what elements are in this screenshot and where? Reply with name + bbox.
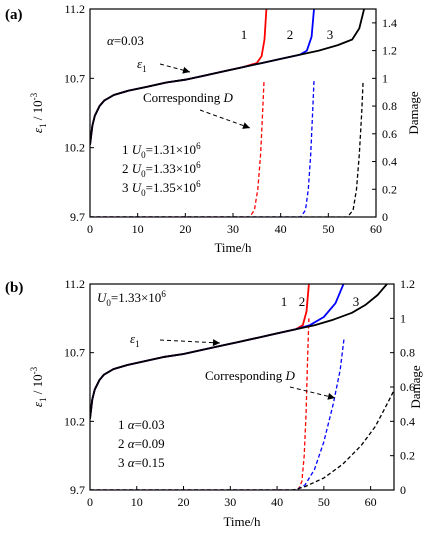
damage-pointer-arrow-head — [242, 122, 250, 129]
x-tick-label: 10 — [131, 495, 143, 509]
x-tick-label: 0 — [87, 222, 93, 236]
y-right-tick-label: 0.2 — [382, 182, 397, 196]
y-left-tick-label: 10.7 — [64, 346, 85, 360]
damage-pointer-arrow-head — [327, 392, 335, 400]
y-right-tick-label: 1.2 — [400, 277, 415, 291]
y-left-axis-label: ε1​ / 10-3​ — [29, 92, 48, 133]
damage-curve-3 — [90, 81, 364, 217]
x-tick-label: 0 — [87, 495, 93, 509]
x-tick-label: 20 — [179, 222, 191, 236]
y-left-axis-label: ε1​ / 10-3​ — [29, 366, 48, 407]
parameter-annotation: U0​=1.33×106​ — [97, 289, 166, 308]
damage-curve-1 — [90, 81, 265, 217]
y-left-tick-label: 10.2 — [64, 414, 85, 428]
x-tick-label: 50 — [322, 222, 334, 236]
y-left-tick-label: 10.7 — [64, 71, 85, 85]
legend-entry: 2 U0​=1.33×106​ — [122, 160, 201, 179]
strain-curve-3 — [90, 9, 365, 146]
x-tick-label: 60 — [370, 222, 382, 236]
y-right-tick-label: 1.2 — [382, 44, 397, 58]
parameter-annotation: α=0.03 — [107, 33, 144, 48]
panel-label: (b) — [5, 280, 23, 296]
damage-pointer-arrow — [289, 386, 336, 399]
y-right-tick-label: 0 — [382, 210, 388, 224]
damage-annotation: Corresponding D — [205, 368, 296, 383]
x-tick-label: 40 — [275, 222, 287, 236]
x-tick-label: 20 — [178, 495, 190, 509]
strain-pointer-arrow-head — [182, 66, 190, 74]
curve-number-label: 2 — [299, 294, 306, 309]
chart-panel-b: 0 10 20 30 40 50 609.710.210.711.200.20.40.60.… — [5, 277, 423, 529]
chart-panel-a: 0 10 20 30 40 50 609.710.210.711.200.20.40.60.… — [5, 2, 421, 255]
curve-number-label: 3 — [327, 27, 334, 42]
strain-pointer-arrow — [159, 339, 221, 344]
y-right-axis-label: Damage — [406, 91, 421, 135]
legend-entry: 3 U0​=1.35×106​ — [122, 179, 201, 198]
damage-pointer-arrow — [199, 109, 251, 129]
y-right-tick-label: 0.8 — [382, 99, 397, 113]
y-right-tick-label: 1.4 — [382, 16, 397, 30]
y-right-tick-label: 1 — [400, 311, 406, 325]
legend-entry: 1 α=0.03 — [118, 417, 165, 432]
x-axis-label: Time/h — [223, 514, 261, 529]
y-right-tick-label: 0.6 — [400, 380, 415, 394]
y-right-tick-label: 0.4 — [400, 414, 415, 428]
curve-number-label: 1 — [241, 27, 248, 42]
y-right-axis-label: Damage — [408, 365, 423, 409]
damage-curve-1 — [90, 318, 310, 490]
legend-entry: 2 α=0.09 — [118, 436, 165, 451]
x-tick-label: 40 — [271, 495, 283, 509]
x-tick-label: 60 — [365, 495, 377, 509]
legend-entry: 1 U0​=1.31×106​ — [122, 141, 201, 160]
y-right-tick-label: 0.4 — [382, 155, 397, 169]
x-tick-label: 10 — [132, 222, 144, 236]
x-axis-label: Time/h — [214, 240, 252, 255]
y-right-tick-label: 0.6 — [382, 127, 397, 141]
curve-number-label: 1 — [281, 294, 288, 309]
panel-label: (a) — [5, 7, 23, 23]
x-tick-label: 30 — [224, 495, 236, 509]
curve-number-label: 3 — [353, 294, 360, 309]
strain-curve-3 — [90, 284, 388, 419]
x-tick-label: 30 — [227, 222, 239, 236]
y-left-tick-label: 11.2 — [64, 277, 85, 291]
y-right-tick-label: 0.8 — [400, 346, 415, 360]
x-tick-label: 50 — [318, 495, 330, 509]
damage-curve-2 — [90, 338, 345, 490]
damage-curve-3 — [90, 390, 394, 490]
y-left-tick-label: 11.2 — [64, 2, 85, 16]
strain-pointer-arrow-head — [212, 339, 220, 347]
y-right-tick-label: 0.2 — [400, 449, 415, 463]
curve-number-label: 2 — [287, 27, 294, 42]
strain-annotation: ε1​ — [137, 56, 147, 74]
series-group — [90, 9, 365, 217]
y-left-tick-label: 9.7 — [70, 483, 85, 497]
series-group — [90, 284, 394, 490]
strain-annotation: ε1​ — [130, 331, 140, 349]
y-left-tick-label: 9.7 — [70, 210, 85, 224]
y-left-tick-label: 10.2 — [64, 141, 85, 155]
y-right-tick-label: 1 — [382, 71, 388, 85]
legend-entry: 3 α=0.15 — [118, 455, 165, 470]
y-right-tick-label: 0 — [400, 483, 406, 497]
strain-pointer-arrow — [159, 63, 191, 73]
damage-annotation: Corresponding D — [143, 90, 234, 105]
